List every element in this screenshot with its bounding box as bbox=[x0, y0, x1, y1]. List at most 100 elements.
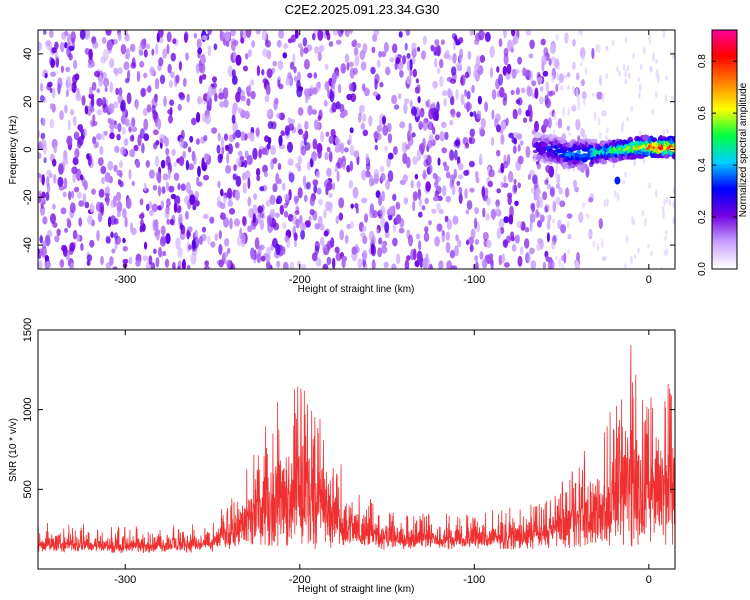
noise-blob bbox=[116, 133, 121, 141]
noise-blob bbox=[115, 191, 122, 202]
noise-blob bbox=[551, 75, 555, 83]
colorbar-segment bbox=[712, 143, 737, 146]
noise-blob bbox=[259, 212, 264, 219]
noise-blob bbox=[379, 205, 386, 217]
noise-blob bbox=[168, 185, 175, 193]
noise-blob bbox=[136, 70, 141, 82]
noise-blob bbox=[218, 92, 225, 100]
noise-blob bbox=[252, 147, 258, 160]
noise-blob bbox=[266, 143, 271, 150]
noise-blob bbox=[471, 84, 475, 94]
noise-blob bbox=[376, 125, 383, 133]
noise-blob bbox=[250, 79, 255, 86]
noise-blob bbox=[177, 265, 181, 269]
noise-blob bbox=[549, 259, 555, 269]
colorbar-segment bbox=[712, 199, 737, 202]
noise-blob bbox=[177, 260, 182, 269]
noise-blob bbox=[168, 80, 173, 88]
noise-blob bbox=[597, 116, 601, 126]
noise-blob bbox=[219, 30, 223, 42]
noise-blob bbox=[421, 50, 426, 60]
noise-blob bbox=[166, 31, 172, 43]
noise-blob bbox=[257, 205, 264, 214]
noise-blob bbox=[351, 246, 357, 255]
noise-blob bbox=[344, 53, 350, 64]
noise-blob bbox=[442, 185, 447, 197]
noise-blob bbox=[138, 44, 143, 56]
noise-blob bbox=[242, 172, 247, 181]
noise-blob bbox=[154, 219, 159, 231]
noise-blob bbox=[330, 237, 335, 248]
noise-blob bbox=[249, 132, 255, 142]
noise-blob bbox=[524, 227, 530, 233]
noise-blob bbox=[186, 93, 190, 103]
noise-blob bbox=[428, 220, 432, 226]
noise-blob bbox=[575, 119, 581, 131]
noise-blob bbox=[318, 198, 323, 206]
noise-blob bbox=[405, 144, 411, 150]
snr-series-line bbox=[38, 345, 675, 554]
noise-blob bbox=[661, 205, 665, 213]
noise-blob bbox=[282, 52, 288, 59]
noise-blob bbox=[442, 90, 448, 97]
noise-blob bbox=[642, 156, 646, 165]
spectrogram-y-ticks: -40 -20 0 20 40 bbox=[22, 48, 675, 253]
noise-blob bbox=[384, 221, 390, 234]
noise-blob bbox=[313, 72, 318, 79]
noise-blob bbox=[255, 127, 260, 137]
noise-blob bbox=[86, 260, 91, 266]
noise-blob bbox=[59, 41, 65, 53]
noise-blob bbox=[44, 72, 48, 79]
noise-blob bbox=[146, 104, 152, 113]
colorbar-segment bbox=[712, 195, 737, 198]
noise-blob bbox=[648, 182, 651, 189]
noise-blob bbox=[323, 230, 329, 237]
ridge-blob bbox=[583, 163, 588, 171]
noise-blob bbox=[481, 259, 488, 269]
noise-blob bbox=[428, 120, 432, 130]
noise-blob bbox=[451, 66, 457, 76]
noise-blob bbox=[60, 65, 64, 74]
colorbar-segment bbox=[712, 111, 737, 115]
noise-blob bbox=[456, 180, 461, 186]
noise-blob bbox=[424, 197, 429, 205]
noise-blob bbox=[43, 157, 47, 164]
noise-blob bbox=[328, 135, 334, 144]
noise-blob bbox=[561, 263, 564, 269]
noise-blob bbox=[402, 55, 407, 65]
noise-blob bbox=[565, 187, 570, 198]
noise-blob bbox=[582, 54, 585, 61]
noise-blob bbox=[558, 257, 562, 267]
noise-blob bbox=[148, 255, 153, 265]
noise-blob bbox=[436, 101, 440, 112]
noise-blob bbox=[91, 120, 98, 127]
noise-blob bbox=[511, 30, 516, 37]
noise-blob bbox=[444, 131, 449, 141]
noise-blob bbox=[52, 203, 56, 210]
noise-blob bbox=[140, 218, 144, 229]
noise-blob bbox=[124, 216, 128, 228]
noise-blob bbox=[244, 170, 251, 180]
noise-blob bbox=[131, 180, 135, 187]
noise-blob bbox=[197, 47, 203, 55]
noise-blob bbox=[662, 129, 666, 139]
noise-blob bbox=[664, 235, 667, 241]
noise-blob bbox=[500, 119, 506, 131]
noise-blob bbox=[297, 71, 301, 83]
noise-blob bbox=[296, 79, 301, 91]
noise-blob bbox=[536, 199, 540, 209]
noise-blob bbox=[668, 199, 672, 207]
noise-blob bbox=[633, 254, 637, 259]
noise-blob bbox=[214, 233, 219, 241]
noise-blob bbox=[212, 76, 217, 83]
noise-blob bbox=[451, 33, 457, 40]
colorbar-segment bbox=[712, 67, 737, 71]
noise-blob bbox=[240, 131, 246, 142]
noise-blob bbox=[180, 183, 186, 191]
noise-blob bbox=[302, 175, 307, 187]
noise-blob bbox=[117, 32, 122, 41]
noise-blob bbox=[316, 171, 320, 179]
noise-blob bbox=[374, 78, 378, 90]
noise-blob bbox=[169, 218, 175, 226]
